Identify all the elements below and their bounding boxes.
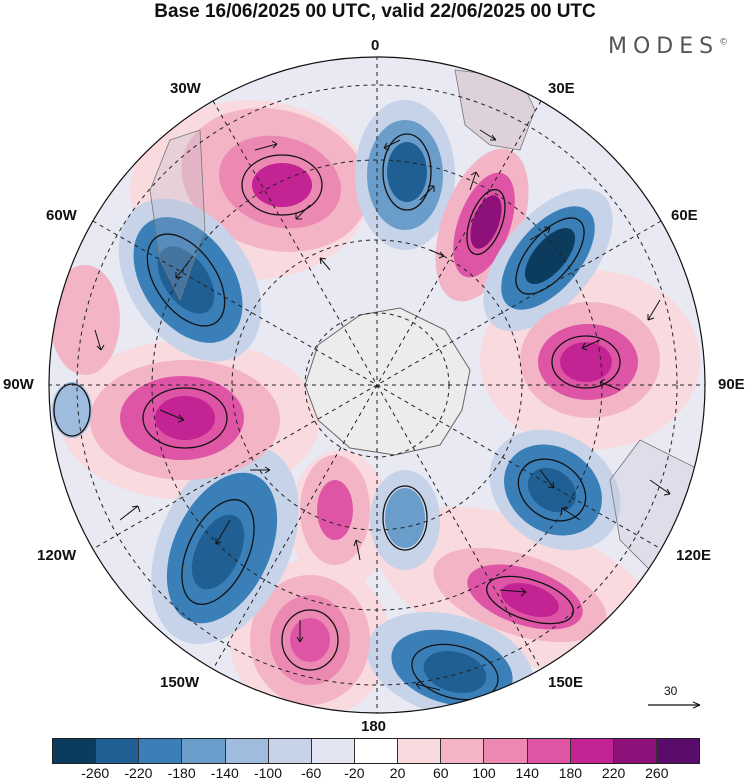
- colorbar-swatch: [225, 739, 269, 763]
- colorbar-tick-label: 260: [645, 765, 669, 781]
- colorbar-tick-label: -140: [210, 765, 239, 781]
- map-boundary: [48, 56, 706, 714]
- antarctica-landmass: [304, 307, 471, 456]
- lon-label-150w: 150W: [160, 674, 200, 691]
- colorbar-tick-label: 180: [558, 765, 583, 781]
- lon-label-90e: 90E: [718, 376, 745, 393]
- map-title: Base 16/06/2025 00 UTC, valid 22/06/2025…: [154, 1, 596, 22]
- colorbar-swatch: [613, 739, 657, 763]
- colorbar-swatch: [96, 739, 140, 763]
- colorbar-swatch: [354, 739, 399, 763]
- colorbar-swatch: [139, 739, 183, 763]
- colorbar-swatch: [527, 739, 571, 763]
- colorbar-tick-label: 60: [433, 765, 449, 781]
- colorbar-tick-label: 20: [389, 765, 406, 781]
- colorbar-tick-label: 100: [472, 765, 496, 781]
- colorbar-tick-label: -180: [167, 765, 196, 781]
- lon-label-60e: 60E: [671, 207, 698, 224]
- colorbar-tick-label: -100: [253, 765, 283, 781]
- lon-label-60w: 60W: [46, 207, 77, 224]
- reference-vector-label: 30: [664, 684, 678, 698]
- colorbar-tick-label: -20: [344, 765, 365, 781]
- anomaly-field: [49, 57, 705, 713]
- colorbar-swatch: [311, 739, 355, 763]
- reference-vector-arrow: [648, 701, 701, 709]
- colorbar-swatch: [53, 739, 97, 763]
- lon-label-30e: 30E: [548, 80, 575, 97]
- lon-label-120e: 120E: [676, 547, 712, 564]
- colorbar-tick-label: -260: [81, 765, 110, 781]
- colorbar-swatch: [182, 739, 226, 763]
- lon-label-90w: 90W: [3, 376, 34, 393]
- lon-label-120w: 120W: [37, 547, 77, 564]
- colorbar-swatch: [656, 739, 700, 763]
- colorbar-swatch: [441, 739, 485, 763]
- colorbar-swatch: [484, 739, 528, 763]
- colorbar-tick-label: 140: [515, 765, 539, 781]
- lon-label-150e: 150E: [548, 674, 584, 691]
- colorbar: [52, 738, 700, 764]
- modes-logo: MODES©: [608, 34, 729, 59]
- lon-label-30w: 30W: [170, 80, 201, 97]
- lon-label-0: 0: [371, 37, 380, 54]
- colorbar-tick-label: -60: [301, 765, 322, 781]
- colorbar-tick-label: -220: [124, 765, 153, 781]
- colorbar-swatch: [570, 739, 614, 763]
- lon-label-180: 180: [361, 718, 387, 735]
- wind-vectors: [94, 129, 671, 691]
- colorbar-swatch: [398, 739, 442, 763]
- colorbar-swatch: [268, 739, 312, 763]
- colorbar-tick-label: 220: [601, 765, 626, 781]
